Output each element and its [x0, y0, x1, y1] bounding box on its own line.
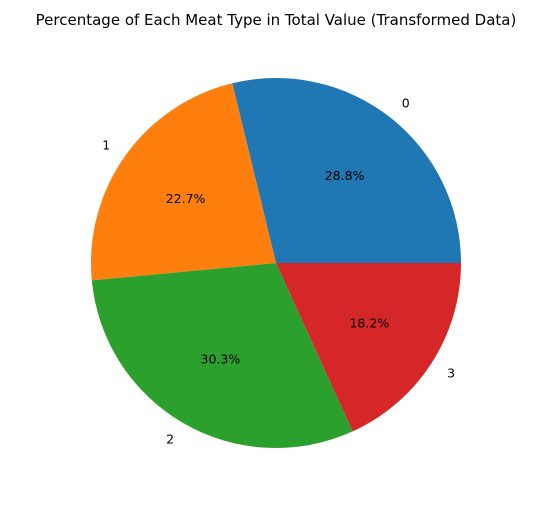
slice-percent-1: 22.7% — [166, 191, 206, 206]
slice-percent-0: 28.8% — [325, 168, 365, 183]
pie-slice-2 — [91, 263, 353, 448]
pie-slice-0 — [232, 77, 461, 264]
pie-slice-1 — [90, 83, 277, 281]
pie-labels: 0 28.8% 1 22.7% 2 30.3% 3 18.2% — [102, 95, 455, 446]
slice-label-1: 1 — [102, 137, 110, 152]
slice-percent-2: 30.3% — [201, 352, 241, 367]
pie-slice-3 — [276, 263, 461, 432]
pie-slices — [90, 77, 461, 448]
chart-title: Percentage of Each Meat Type in Total Va… — [36, 11, 517, 29]
slice-percent-3: 18.2% — [349, 316, 389, 331]
slice-label-2: 2 — [166, 432, 174, 447]
slice-label-3: 3 — [447, 366, 455, 381]
slice-label-0: 0 — [402, 95, 410, 110]
